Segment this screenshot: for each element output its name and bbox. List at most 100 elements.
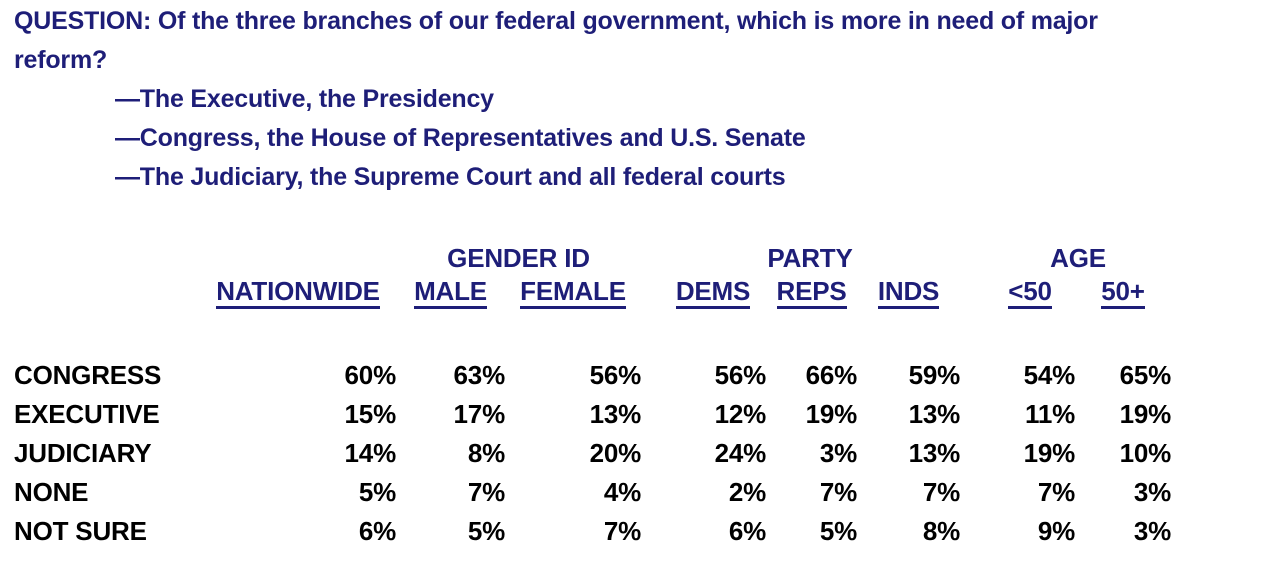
question-option-judiciary: —The Judiciary, the Supreme Court and al… [115, 163, 786, 191]
value-cell: 7% [1037, 476, 1076, 507]
group-header-gender-id: GENDER ID [447, 243, 590, 273]
value-cell: 3% [819, 437, 858, 468]
value-cell: 12% [714, 398, 767, 429]
value-cell: 56% [589, 359, 642, 390]
column-header-reps: REPS [766, 275, 857, 315]
gap-cell [960, 472, 985, 511]
value-cell: 20% [589, 437, 642, 468]
gap-cell [641, 394, 660, 433]
gap-cell [960, 433, 985, 472]
gap-cell [641, 472, 660, 511]
trailing-cell [1171, 394, 1266, 433]
trailing-cell [1171, 355, 1266, 394]
gap-cell [641, 355, 660, 394]
column-header-female: FEMALE [505, 275, 641, 315]
question-text-line1: QUESTION: Of the three branches of our f… [14, 7, 1098, 35]
value-cell: 6% [358, 515, 396, 546]
value-cell: 17% [453, 398, 506, 429]
value-cell: 3% [1133, 476, 1172, 507]
column-header-nationwide: NATIONWIDE [200, 275, 396, 315]
value-cell: 4% [603, 476, 642, 507]
value-cell: 10% [1119, 437, 1172, 468]
column-header-label: INDS [877, 278, 939, 309]
spacer-cell [14, 315, 1266, 355]
value-cell: 7% [467, 476, 505, 507]
value-cell: 66% [805, 359, 858, 390]
column-header-dems: DEMS [660, 275, 766, 315]
value-cell: 13% [908, 437, 961, 468]
row-label: NOT SURE [14, 515, 147, 546]
value-cell: 24% [714, 437, 767, 468]
column-header-empty [1171, 275, 1266, 315]
trailing-cell [1171, 433, 1266, 472]
column-header-gap [960, 275, 985, 315]
value-cell: 54% [1023, 359, 1076, 390]
gap-cell [960, 355, 985, 394]
gap-cell [960, 511, 985, 550]
value-cell: 9% [1037, 515, 1076, 546]
column-header-row: NATIONWIDE MALE FEMALE DEMS REPS INDS <5… [14, 275, 1266, 315]
gap-cell [641, 433, 660, 472]
table-row-not-sure: NOT SURE 6% 5% 7% 6% 5% 8% 9% 3% [14, 511, 1266, 550]
question-block: QUESTION: Of the three branches of our f… [14, 2, 1266, 197]
value-cell: 63% [453, 359, 506, 390]
poll-results-table: GENDER ID PARTY AGE NATIONWIDE MALE FEMA… [14, 236, 1266, 550]
trailing-cell [1171, 511, 1266, 550]
column-header-inds: INDS [857, 275, 960, 315]
value-cell: 5% [467, 515, 505, 546]
value-cell: 14% [344, 437, 397, 468]
value-cell: 13% [589, 398, 642, 429]
column-header-label: <50 [1008, 278, 1052, 309]
group-header-empty [14, 236, 200, 275]
value-cell: 56% [714, 359, 767, 390]
question-option-congress: —Congress, the House of Representatives … [115, 124, 806, 152]
value-cell: 60% [344, 359, 397, 390]
value-cell: 19% [805, 398, 858, 429]
row-label: NONE [14, 476, 89, 507]
value-cell: 3% [1133, 515, 1172, 546]
column-header-label: MALE [414, 278, 487, 309]
column-header-label: DEMS [675, 278, 750, 309]
table-row-congress: CONGRESS 60% 63% 56% 56% 66% 59% 54% 65% [14, 355, 1266, 394]
value-cell: 7% [819, 476, 858, 507]
table-row-judiciary: JUDICIARY 14% 8% 20% 24% 3% 13% 19% 10% [14, 433, 1266, 472]
table-row-executive: EXECUTIVE 15% 17% 13% 12% 19% 13% 11% 19… [14, 394, 1266, 433]
value-cell: 19% [1119, 398, 1172, 429]
gap-cell [960, 394, 985, 433]
value-cell: 19% [1023, 437, 1076, 468]
group-header-row: GENDER ID PARTY AGE [14, 236, 1266, 275]
question-option-executive: —The Executive, the Presidency [115, 85, 494, 113]
column-header-50-plus: 50+ [1075, 275, 1171, 315]
row-label: JUDICIARY [14, 437, 152, 468]
value-cell: 5% [819, 515, 858, 546]
value-cell: 2% [728, 476, 767, 507]
row-label: EXECUTIVE [14, 398, 160, 429]
value-cell: 7% [922, 476, 961, 507]
group-header-party: PARTY [767, 243, 853, 273]
value-cell: 59% [908, 359, 961, 390]
value-cell: 15% [344, 398, 397, 429]
gap-cell [641, 511, 660, 550]
value-cell: 8% [467, 437, 505, 468]
value-cell: 11% [1025, 398, 1076, 429]
value-cell: 6% [728, 515, 767, 546]
spacer-row [14, 315, 1266, 355]
column-header-empty [14, 275, 200, 315]
value-cell: 8% [922, 515, 961, 546]
value-cell: 7% [603, 515, 642, 546]
column-header-label: 50+ [1101, 278, 1145, 309]
column-header-gap [641, 275, 660, 315]
column-header-label: NATIONWIDE [216, 278, 380, 309]
question-text-line2: reform? [14, 46, 108, 74]
column-header-label: FEMALE [520, 278, 626, 309]
group-header-age: AGE [1050, 243, 1106, 273]
table-row-none: NONE 5% 7% 4% 2% 7% 7% 7% 3% [14, 472, 1266, 511]
row-label: CONGRESS [14, 359, 162, 390]
group-header-empty [1171, 236, 1266, 275]
column-header-label: REPS [776, 278, 847, 309]
column-header-under-50: <50 [985, 275, 1075, 315]
group-header-empty [200, 236, 396, 275]
value-cell: 13% [908, 398, 961, 429]
value-cell: 65% [1119, 359, 1172, 390]
